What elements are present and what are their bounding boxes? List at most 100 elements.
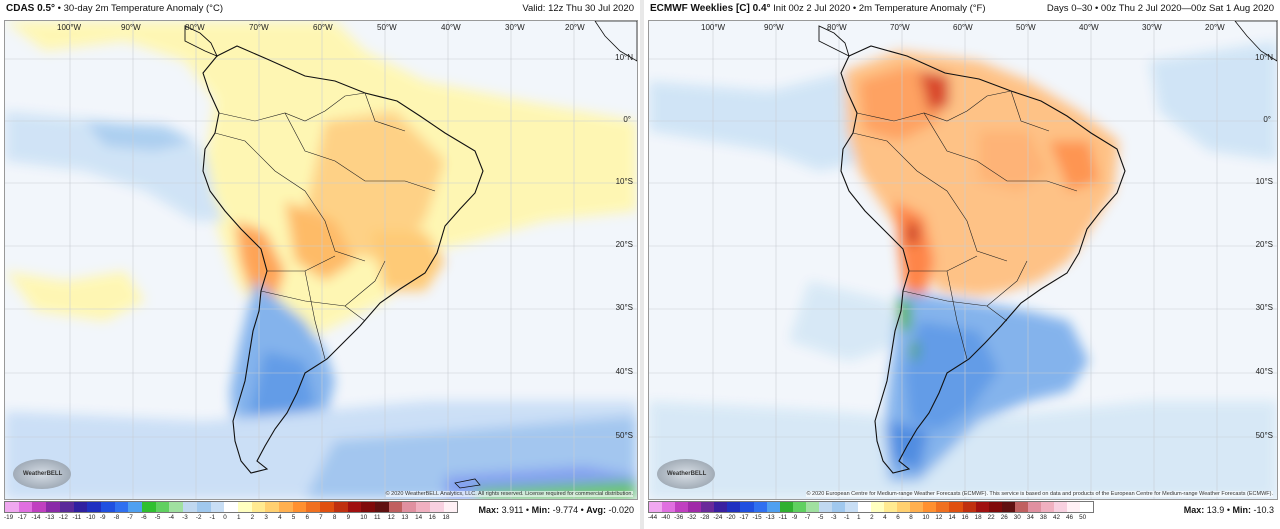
lon-label: 80°W xyxy=(185,23,205,32)
colorbar-segment xyxy=(388,502,403,512)
colorbar-segment xyxy=(923,502,937,512)
map-stats: Max: 3.911 • Min: -9.774 • Avg: -0.020 xyxy=(478,505,634,515)
lon-label: 60°W xyxy=(313,23,333,32)
colorbar-segment xyxy=(279,502,293,512)
colorbar-tick-label: 8 xyxy=(909,514,913,521)
colorbar-tick-label: 38 xyxy=(1039,514,1047,521)
colorbar-tick-label: 46 xyxy=(1066,514,1074,521)
anomaly-map[interactable]: 100°W 90°W 80°W 70°W 60°W 50°W 40°W 30°W… xyxy=(648,20,1278,500)
lon-label: 20°W xyxy=(1205,23,1225,32)
colorbar-tick-label: -7 xyxy=(804,514,811,521)
lon-label: 20°W xyxy=(565,23,585,32)
colorbar-segment xyxy=(1080,502,1094,512)
colorbar-tick-label: 18 xyxy=(442,514,450,521)
colorbar-segment xyxy=(936,502,950,512)
cdas-panel: CDAS 0.5° • 30-day 2m Temperature Anomal… xyxy=(4,3,638,524)
colorbar-segment xyxy=(59,502,74,512)
lat-label: 0° xyxy=(623,115,631,124)
colorbar-segment xyxy=(443,502,458,512)
colorbar-tick-label: 6 xyxy=(896,514,900,521)
colorbar-tick-label: 9 xyxy=(346,514,351,521)
map-title: Init 00z 2 Jul 2020 • 2m Temperature Ano… xyxy=(773,3,986,14)
colorbar-tick-label: -8 xyxy=(113,514,120,521)
colorbar-ticks: -19 -17 -14 -13 -12 -11 -10 -9 -8 -7 -6 -5 -4 -3 -2 -1 0… xyxy=(4,514,456,524)
colorbar-segment xyxy=(114,502,129,512)
colorbar-tick-label: -12 xyxy=(58,514,68,521)
colorbar-tick-label: 8 xyxy=(332,514,337,521)
lon-label: 30°W xyxy=(1142,23,1162,32)
colorbar-tick-label: 1 xyxy=(236,514,241,521)
colorbar-segment xyxy=(251,502,266,512)
colorbar-tick-label: 4 xyxy=(883,514,887,521)
model-name: CDAS 0.5° xyxy=(6,3,56,14)
colorbar-segment xyxy=(975,502,989,512)
colorbar-tick-label: 16 xyxy=(961,514,969,521)
logo-text: WeatherBELL xyxy=(667,471,707,477)
lat-label: 20°S xyxy=(615,240,633,249)
colorbar-tick-label: 34 xyxy=(1026,514,1034,521)
lat-label: 0° xyxy=(1263,115,1271,124)
colorbar-tick-label: 5 xyxy=(291,514,296,521)
colorbar-segment xyxy=(333,502,348,512)
colorbar-segment xyxy=(361,502,375,512)
colorbar-segment xyxy=(87,502,101,512)
colorbar-segment xyxy=(910,502,924,512)
stat-max: 13.9 xyxy=(1206,505,1225,515)
colorbar-segment xyxy=(1001,502,1015,512)
colorbar-tick-label: 7 xyxy=(319,514,323,521)
colorbar-tick-label: -14 xyxy=(31,514,41,521)
colorbar-segment xyxy=(73,502,88,512)
colorbar-tick-label: -5 xyxy=(817,514,824,521)
colorbar-tick-label: 14 xyxy=(415,514,423,521)
colorbar-segment xyxy=(1067,502,1081,512)
colorbar-tick-label: 22 xyxy=(987,514,995,521)
colorbar-segment xyxy=(766,502,780,512)
colorbar-tick-label: -17 xyxy=(739,514,749,521)
colorbar-tick-label: -13 xyxy=(765,514,775,521)
colorbar-tick-label: -15 xyxy=(752,514,762,521)
logo-text: WeatherBELL xyxy=(23,471,63,477)
lon-label: 50°W xyxy=(1016,23,1036,32)
colorbar-segment xyxy=(183,502,197,512)
colorbar-tick-label: -2 xyxy=(195,514,202,521)
lat-label: 40°S xyxy=(1255,367,1273,376)
colorbar-segment xyxy=(237,502,252,512)
colorbar-tick-label: 13 xyxy=(401,514,409,521)
colorbar-tick-label: 30 xyxy=(1013,514,1021,521)
lon-label: 40°W xyxy=(1079,23,1099,32)
colorbar-segment xyxy=(32,502,47,512)
colorbar-segment xyxy=(169,502,184,512)
colorbar-tick-label: -1 xyxy=(843,514,850,521)
colorbar-segment xyxy=(1027,502,1041,512)
colorbar-tick-label: 0 xyxy=(223,514,227,521)
colorbar-segment xyxy=(1053,502,1067,512)
colorbar-tick-label: 18 xyxy=(974,514,982,521)
colorbar-tick-label: -24 xyxy=(713,514,723,521)
colorbar-tick-label: 3 xyxy=(264,514,268,521)
stat-min: -9.774 xyxy=(552,505,579,515)
colorbar-segment xyxy=(662,502,676,512)
valid-time: Valid: 12z Thu 30 Jul 2020 xyxy=(522,3,634,14)
colorbar-segment xyxy=(306,502,321,512)
colorbar-segment xyxy=(5,502,19,512)
panel-divider xyxy=(640,0,644,529)
colorbar-segment xyxy=(858,502,872,512)
colorbar-segment xyxy=(988,502,1002,512)
colorbar-tick-label: -6 xyxy=(141,514,147,521)
lat-label: 50°S xyxy=(1255,431,1273,440)
colorbar-segment xyxy=(714,502,728,512)
anomaly-map[interactable]: 100°W 90°W 80°W 70°W 60°W 50°W 40°W 30°W… xyxy=(4,20,638,500)
map-title: • 30-day 2m Temperature Anomaly (°C) xyxy=(57,3,224,14)
lon-label: 30°W xyxy=(505,23,525,32)
colorbar-tick-label: -32 xyxy=(687,514,697,521)
copyright-credit: © 2020 European Centre for Medium-range … xyxy=(806,491,1273,497)
colorbar-tick-label: 1 xyxy=(857,514,861,521)
colorbar-tick-label: -7 xyxy=(127,514,133,521)
anomaly-map-graphic xyxy=(5,21,637,499)
colorbar-segment xyxy=(884,502,898,512)
colorbar-segment xyxy=(649,502,663,512)
colorbar-tick-label: -9 xyxy=(791,514,798,521)
colorbar-tick-label: -11 xyxy=(778,514,788,521)
colorbar-tick-label: -44 xyxy=(648,514,658,521)
anomaly-map-graphic xyxy=(649,21,1277,499)
